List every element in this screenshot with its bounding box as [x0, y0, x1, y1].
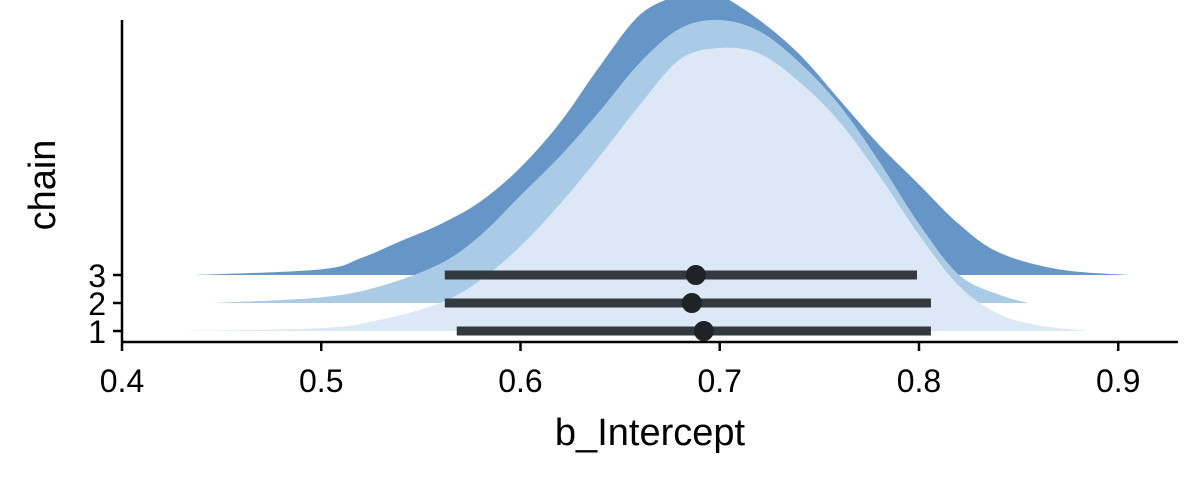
x-tick-label: 0.7: [697, 363, 741, 399]
point-estimate-chain-2: [681, 293, 702, 313]
x-tick-label: 0.4: [100, 363, 144, 399]
point-estimate-chain-1: [693, 321, 714, 341]
x-tick-label: 0.5: [299, 363, 343, 399]
x-axis-title: b_Intercept: [555, 412, 746, 454]
x-tick-label: 0.8: [897, 363, 941, 399]
x-axis-ticks: 0.4 0.5 0.6 0.7 0.8 0.9: [100, 342, 1140, 399]
density-chain-1: [181, 47, 1089, 332]
x-tick-label: 0.9: [1096, 363, 1140, 399]
density-layer: [181, 0, 1131, 332]
y-tick-label: 1: [88, 314, 106, 350]
y-tick-label: 2: [88, 286, 106, 322]
y-tick-label: 3: [88, 258, 106, 294]
point-estimate-chain-3: [685, 265, 706, 285]
interval-layer: [444, 265, 931, 341]
x-tick-label: 0.6: [498, 363, 542, 399]
y-axis-ticks: 123: [88, 258, 122, 350]
y-axis-title: chain: [22, 140, 64, 231]
